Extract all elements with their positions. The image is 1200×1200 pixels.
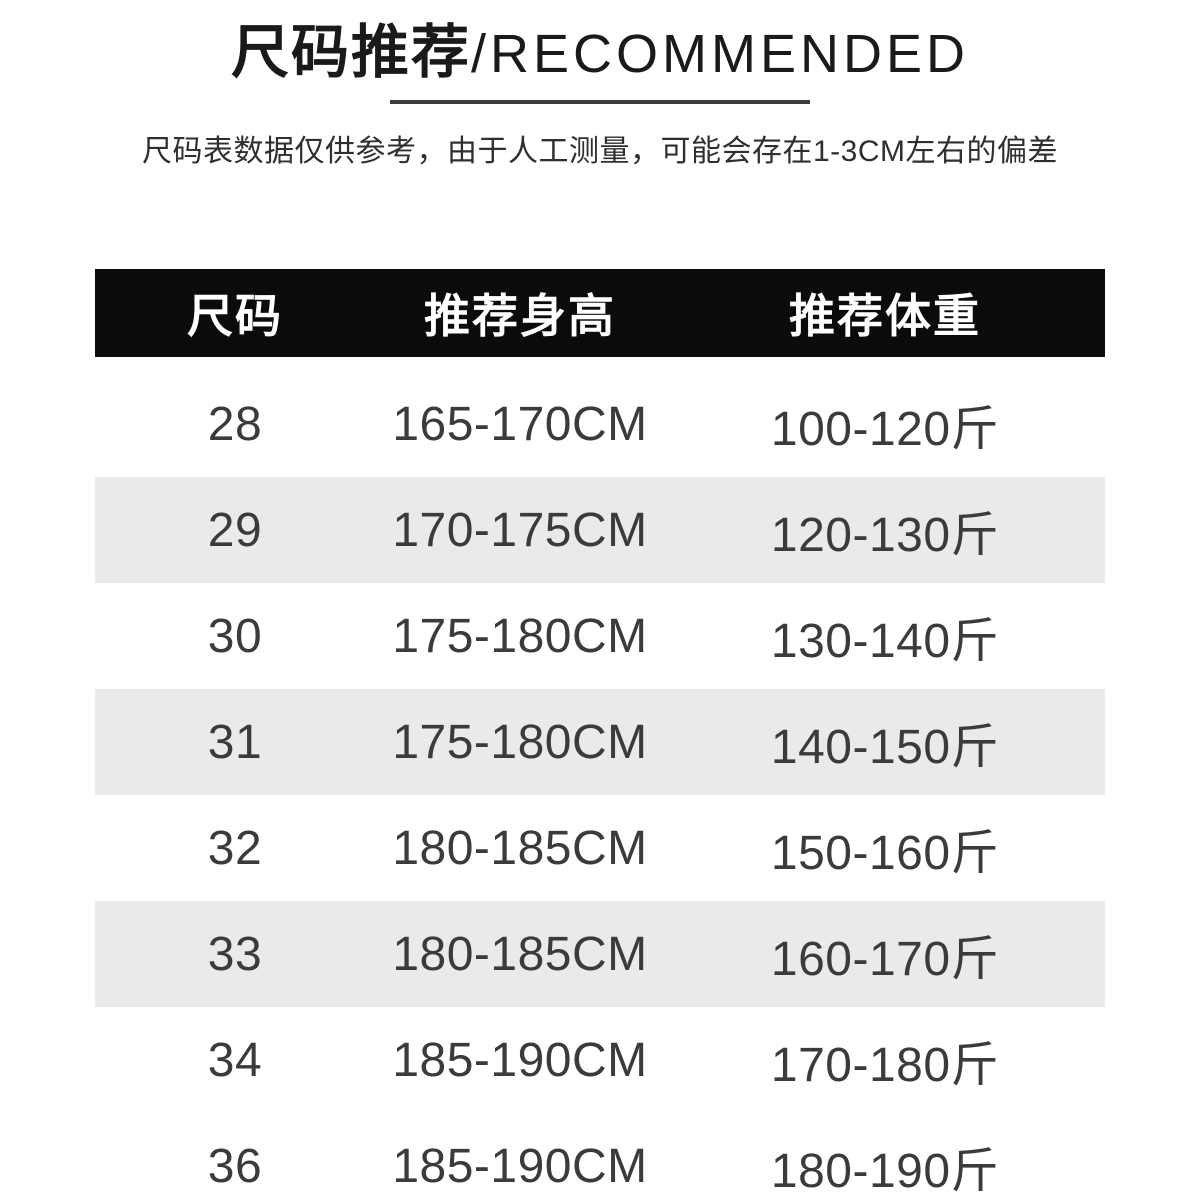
cell-height: 180-185CM [392, 927, 648, 981]
cell-weight: 130-140斤 [770, 615, 1000, 668]
table-row: 29 170-175CM 120-130斤 [95, 477, 1105, 583]
table-row: 34 185-190CM 170-180斤 [95, 1007, 1105, 1113]
cell-weight: 180-190斤 [770, 1145, 1000, 1198]
cell-height: 175-180CM [392, 715, 648, 769]
cell-height: 180-185CM [392, 821, 648, 875]
cell-size: 33 [207, 927, 263, 981]
table-row: 28 165-170CM 100-120斤 [95, 371, 1105, 477]
table-row: 32 180-185CM 150-160斤 [95, 795, 1105, 901]
cell-weight: 140-150斤 [770, 721, 1000, 774]
page-title-cjk: 尺码推荐 [230, 20, 471, 85]
table-body: 28 165-170CM 100-120斤 29 170-175CM 120-1… [95, 371, 1105, 1200]
cell-size: 32 [207, 821, 263, 875]
table-row: 36 185-190CM 180-190斤 [95, 1113, 1105, 1200]
cell-size: 31 [207, 715, 263, 769]
cell-size: 29 [207, 503, 263, 557]
cell-height: 185-190CM [392, 1139, 648, 1193]
cell-weight: 100-120斤 [770, 403, 1000, 456]
cell-weight: 120-130斤 [770, 509, 1000, 562]
cell-size: 28 [207, 397, 263, 451]
table-row: 30 175-180CM 130-140斤 [95, 583, 1105, 689]
cell-height: 185-190CM [392, 1033, 648, 1087]
title-block: 尺码推荐 /RECOMMENDED 尺码表数据仅供参考，由于人工测量，可能会存在… [0, 0, 1200, 170]
measurement-disclaimer: 尺码表数据仅供参考，由于人工测量，可能会存在1-3CM左右的偏差 [141, 135, 1058, 168]
page-title: 尺码推荐 /RECOMMENDED [0, 20, 1200, 87]
cell-size: 36 [207, 1139, 263, 1193]
column-header: 推荐身高 [424, 290, 616, 342]
table-row: 31 175-180CM 140-150斤 [95, 689, 1105, 795]
cell-height: 175-180CM [392, 609, 648, 663]
column-header: 尺码 [187, 290, 283, 342]
cell-size: 34 [207, 1033, 263, 1087]
cell-weight: 160-170斤 [770, 933, 1000, 986]
title-underline [390, 100, 810, 104]
cell-height: 170-175CM [392, 503, 648, 557]
cell-weight: 150-160斤 [770, 827, 1000, 880]
size-table: 尺码 推荐身高 推荐体重 28 165-170CM 100-120斤 29 17… [95, 269, 1105, 1200]
page-title-en: /RECOMMENDED [471, 24, 970, 84]
column-header: 推荐体重 [789, 290, 981, 342]
cell-height: 165-170CM [392, 397, 648, 451]
table-row: 33 180-185CM 160-170斤 [95, 901, 1105, 1007]
cell-weight: 170-180斤 [770, 1039, 1000, 1092]
cell-size: 30 [207, 609, 263, 663]
table-header-row: 尺码 推荐身高 推荐体重 [95, 269, 1105, 357]
